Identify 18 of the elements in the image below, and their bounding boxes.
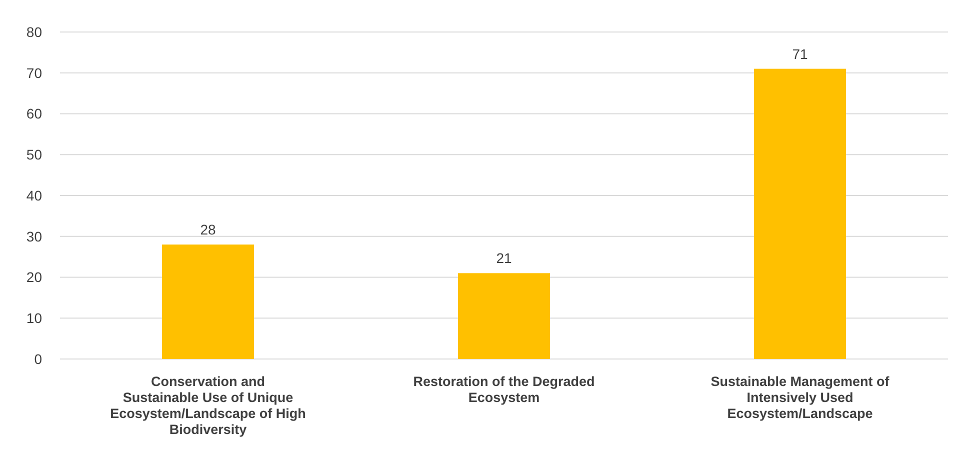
y-tick-label: 80 [26, 24, 42, 40]
x-tick-label: Restoration of the Degraded Ecosystem [413, 374, 595, 405]
x-tick-label: Sustainable Management of Intensively Used Ecosystem/Landscape [710, 374, 890, 421]
data-label: 21 [496, 250, 512, 266]
x-tick-label: Conservation and Sustainable Use of Unique Ecosystem/Landscape of High Biodiversity [110, 374, 306, 437]
data-label: 71 [792, 46, 808, 62]
y-tick-label: 30 [26, 228, 42, 244]
y-tick-label: 0 [34, 350, 42, 367]
y-tick-label: 10 [26, 310, 42, 326]
bar [162, 244, 254, 359]
y-tick-label: 50 [26, 146, 42, 163]
y-tick-label: 70 [26, 64, 42, 81]
bar [458, 273, 550, 359]
y-tick-label: 60 [26, 106, 42, 122]
y-tick-label: 20 [26, 269, 42, 286]
y-tick-label: 40 [26, 187, 42, 204]
data-label: 28 [200, 222, 216, 238]
bar [754, 68, 846, 359]
